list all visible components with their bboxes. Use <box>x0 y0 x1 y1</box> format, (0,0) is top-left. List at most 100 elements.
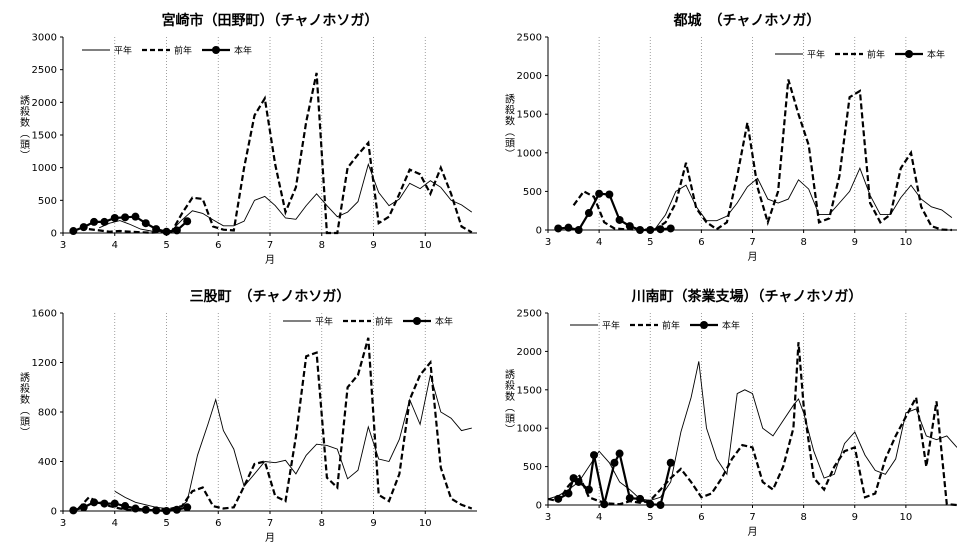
x-tick-label: 10 <box>900 512 913 523</box>
data-point <box>646 226 655 234</box>
data-point <box>131 504 140 513</box>
data-point <box>574 477 583 486</box>
legend-label: 平年 <box>315 316 333 328</box>
y-tick-label: 2000 <box>517 71 542 82</box>
y-tick-label: 1000 <box>32 163 57 174</box>
data-point <box>666 458 675 467</box>
series-line-dashed <box>77 337 473 512</box>
y-tick-label: 2500 <box>517 309 542 320</box>
data-point <box>554 494 563 503</box>
data-point <box>152 506 161 515</box>
data-point <box>141 219 150 228</box>
y-axis-label: 誘殺数（頭） <box>18 94 30 161</box>
chart-title: 都城 （チャノホソガ） <box>673 12 821 29</box>
x-tick-label: 8 <box>319 240 325 251</box>
x-tick-label: 9 <box>852 512 858 523</box>
data-point <box>600 500 609 509</box>
data-point <box>110 213 119 222</box>
y-tick-label: 1500 <box>517 385 542 396</box>
x-tick-label: 9 <box>370 240 376 251</box>
legend-label: 前年 <box>662 320 680 332</box>
y-tick-label: 0 <box>536 226 542 237</box>
data-point <box>131 212 140 221</box>
y-tick-label: 500 <box>523 462 542 473</box>
x-tick-label: 8 <box>800 237 806 248</box>
data-point <box>584 485 593 494</box>
legend-label: 前年 <box>174 45 192 57</box>
series-line-marker <box>558 192 671 232</box>
legend-label: 平年 <box>807 49 825 61</box>
y-tick-label: 2500 <box>517 33 542 44</box>
data-point <box>625 222 634 231</box>
y-axis-label: 誘殺数（頭） <box>503 368 515 435</box>
data-point <box>636 494 645 503</box>
data-point <box>646 500 655 509</box>
legend-marker <box>212 46 220 54</box>
x-tick-label: 5 <box>163 518 169 529</box>
y-tick-label: 1200 <box>32 358 57 369</box>
x-tick-label: 9 <box>852 237 858 248</box>
data-point <box>90 498 99 507</box>
y-tick-label: 1600 <box>32 309 57 320</box>
series-line-dashed <box>88 72 473 235</box>
y-tick-label: 500 <box>523 187 542 198</box>
x-tick-label: 6 <box>698 237 704 248</box>
y-tick-label: 1000 <box>517 148 542 159</box>
data-point <box>554 224 563 233</box>
x-tick-label: 6 <box>215 518 221 529</box>
y-axis-label: 誘殺数（頭） <box>503 92 515 159</box>
x-tick-label: 4 <box>112 518 118 529</box>
x-tick-label: 6 <box>698 512 704 523</box>
data-point <box>162 227 171 236</box>
chart-panel-1: 宮崎市（田野町）（チャノホソガ） 0 500 1000 1500 2000 2500 3000… <box>18 12 477 266</box>
data-point <box>69 227 78 236</box>
x-tick-label: 7 <box>749 237 755 248</box>
data-point <box>100 499 109 508</box>
data-point <box>100 217 109 226</box>
x-tick-label: 3 <box>60 240 66 251</box>
data-point <box>615 449 624 458</box>
data-point <box>121 502 130 511</box>
x-axis-label: 月 <box>748 526 758 538</box>
data-point <box>625 494 634 503</box>
y-tick-label: 2000 <box>517 347 542 358</box>
x-tick-label: 9 <box>370 518 376 529</box>
y-tick-label: 0 <box>51 507 57 518</box>
legend-label: 本年 <box>927 49 945 61</box>
legend: 平年 前年 本年 <box>775 49 945 61</box>
data-point <box>162 507 171 515</box>
data-point <box>152 225 161 234</box>
data-point <box>141 505 150 514</box>
x-tick-label: 4 <box>596 512 602 523</box>
data-point <box>110 499 119 508</box>
y-tick-label: 3000 <box>32 33 57 44</box>
chart-title: 三股町 （チャノホソガ） <box>190 289 351 305</box>
legend: 平年 前年 本年 <box>283 316 453 328</box>
x-tick-label: 3 <box>545 512 551 523</box>
legend: 平年 前年 本年 <box>570 320 740 332</box>
data-point <box>79 503 88 512</box>
x-axis-label: 月 <box>748 251 758 263</box>
chart-title: 宮崎市（田野町）（チャノホソガ） <box>162 12 379 29</box>
y-tick-label: 2000 <box>32 98 57 109</box>
y-tick-label: 1000 <box>517 424 542 435</box>
series-line-thin <box>547 361 957 501</box>
legend-marker <box>413 317 421 325</box>
series-line-thin <box>114 374 472 511</box>
x-tick-label: 5 <box>647 512 653 523</box>
data-point <box>615 215 624 224</box>
x-axis-label: 月 <box>265 254 275 266</box>
data-point <box>564 223 573 232</box>
chart-panel-4: 川南町（茶業支場）（チャノホソガ） 0 500 1000 1500 2000 2500 3 4 5… <box>503 288 957 538</box>
data-point <box>183 503 192 512</box>
series-line-dashed <box>547 342 957 507</box>
data-point <box>656 501 665 509</box>
y-tick-label: 0 <box>536 501 542 512</box>
x-tick-label: 7 <box>749 512 755 523</box>
data-point <box>90 217 99 226</box>
series-line-thin <box>99 162 473 233</box>
data-point <box>121 213 130 222</box>
x-tick-label: 5 <box>647 237 653 248</box>
y-tick-label: 1500 <box>517 110 542 121</box>
